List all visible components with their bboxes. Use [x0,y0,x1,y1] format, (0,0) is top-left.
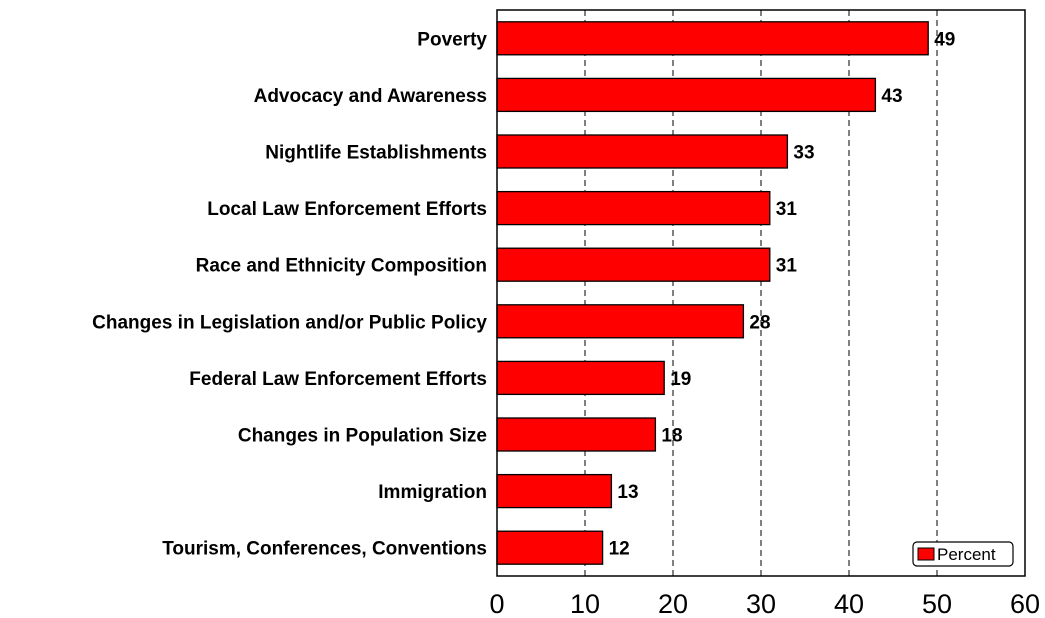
category-label: Changes in Population Size [238,426,487,447]
value-label: 19 [670,369,691,390]
category-label: Changes in Legislation and/or Public Pol… [92,312,487,333]
value-label: 43 [881,86,902,107]
category-label: Advocacy and Awareness [254,86,487,107]
legend-swatch [917,547,935,561]
x-tick-label: 40 [834,589,864,618]
value-labels: 49 43 33 31 31 28 19 18 13 12 [609,29,956,559]
bar [496,134,789,169]
category-label: Local Law Enforcement Efforts [207,199,487,220]
value-label: 28 [749,312,770,333]
x-tick-label: 60 [1010,589,1040,618]
bar [496,360,665,396]
category-label: Immigration [378,482,487,503]
bar [496,247,771,282]
bar [496,77,877,113]
x-tick-label: 0 [489,589,504,618]
value-label: 13 [617,482,638,503]
x-tick-label: 50 [922,589,952,618]
category-label: Race and Ethnicity Composition [196,256,487,277]
x-tick-label: 30 [746,589,776,618]
bar [496,417,657,452]
bar [496,473,613,509]
category-label: Tourism, Conferences, Conventions [162,539,487,560]
category-label: Poverty [417,29,487,50]
value-label: 49 [934,29,955,50]
value-label: 33 [793,143,814,164]
bar [496,190,771,226]
value-label: 18 [661,426,682,447]
category-labels: Poverty Advocacy and Awareness Nightlife E… [92,29,487,559]
bar [496,21,929,56]
category-label: Federal Law Enforcement Efforts [189,369,487,390]
bar [496,304,745,339]
bar [496,530,604,565]
legend-label: Percent [937,545,996,564]
x-tick-label: 10 [570,589,600,618]
value-label: 12 [609,539,630,560]
value-label: 31 [776,256,798,277]
legend: Percent [912,541,1014,567]
x-axis-ticks: 0 10 20 30 40 50 60 [489,589,1040,618]
category-label: Nightlife Establishments [265,143,487,164]
x-tick-label: 20 [658,589,688,618]
plot-frame [496,9,1026,577]
bars [496,21,929,565]
value-label: 31 [776,199,798,220]
legend-box [912,541,1014,567]
